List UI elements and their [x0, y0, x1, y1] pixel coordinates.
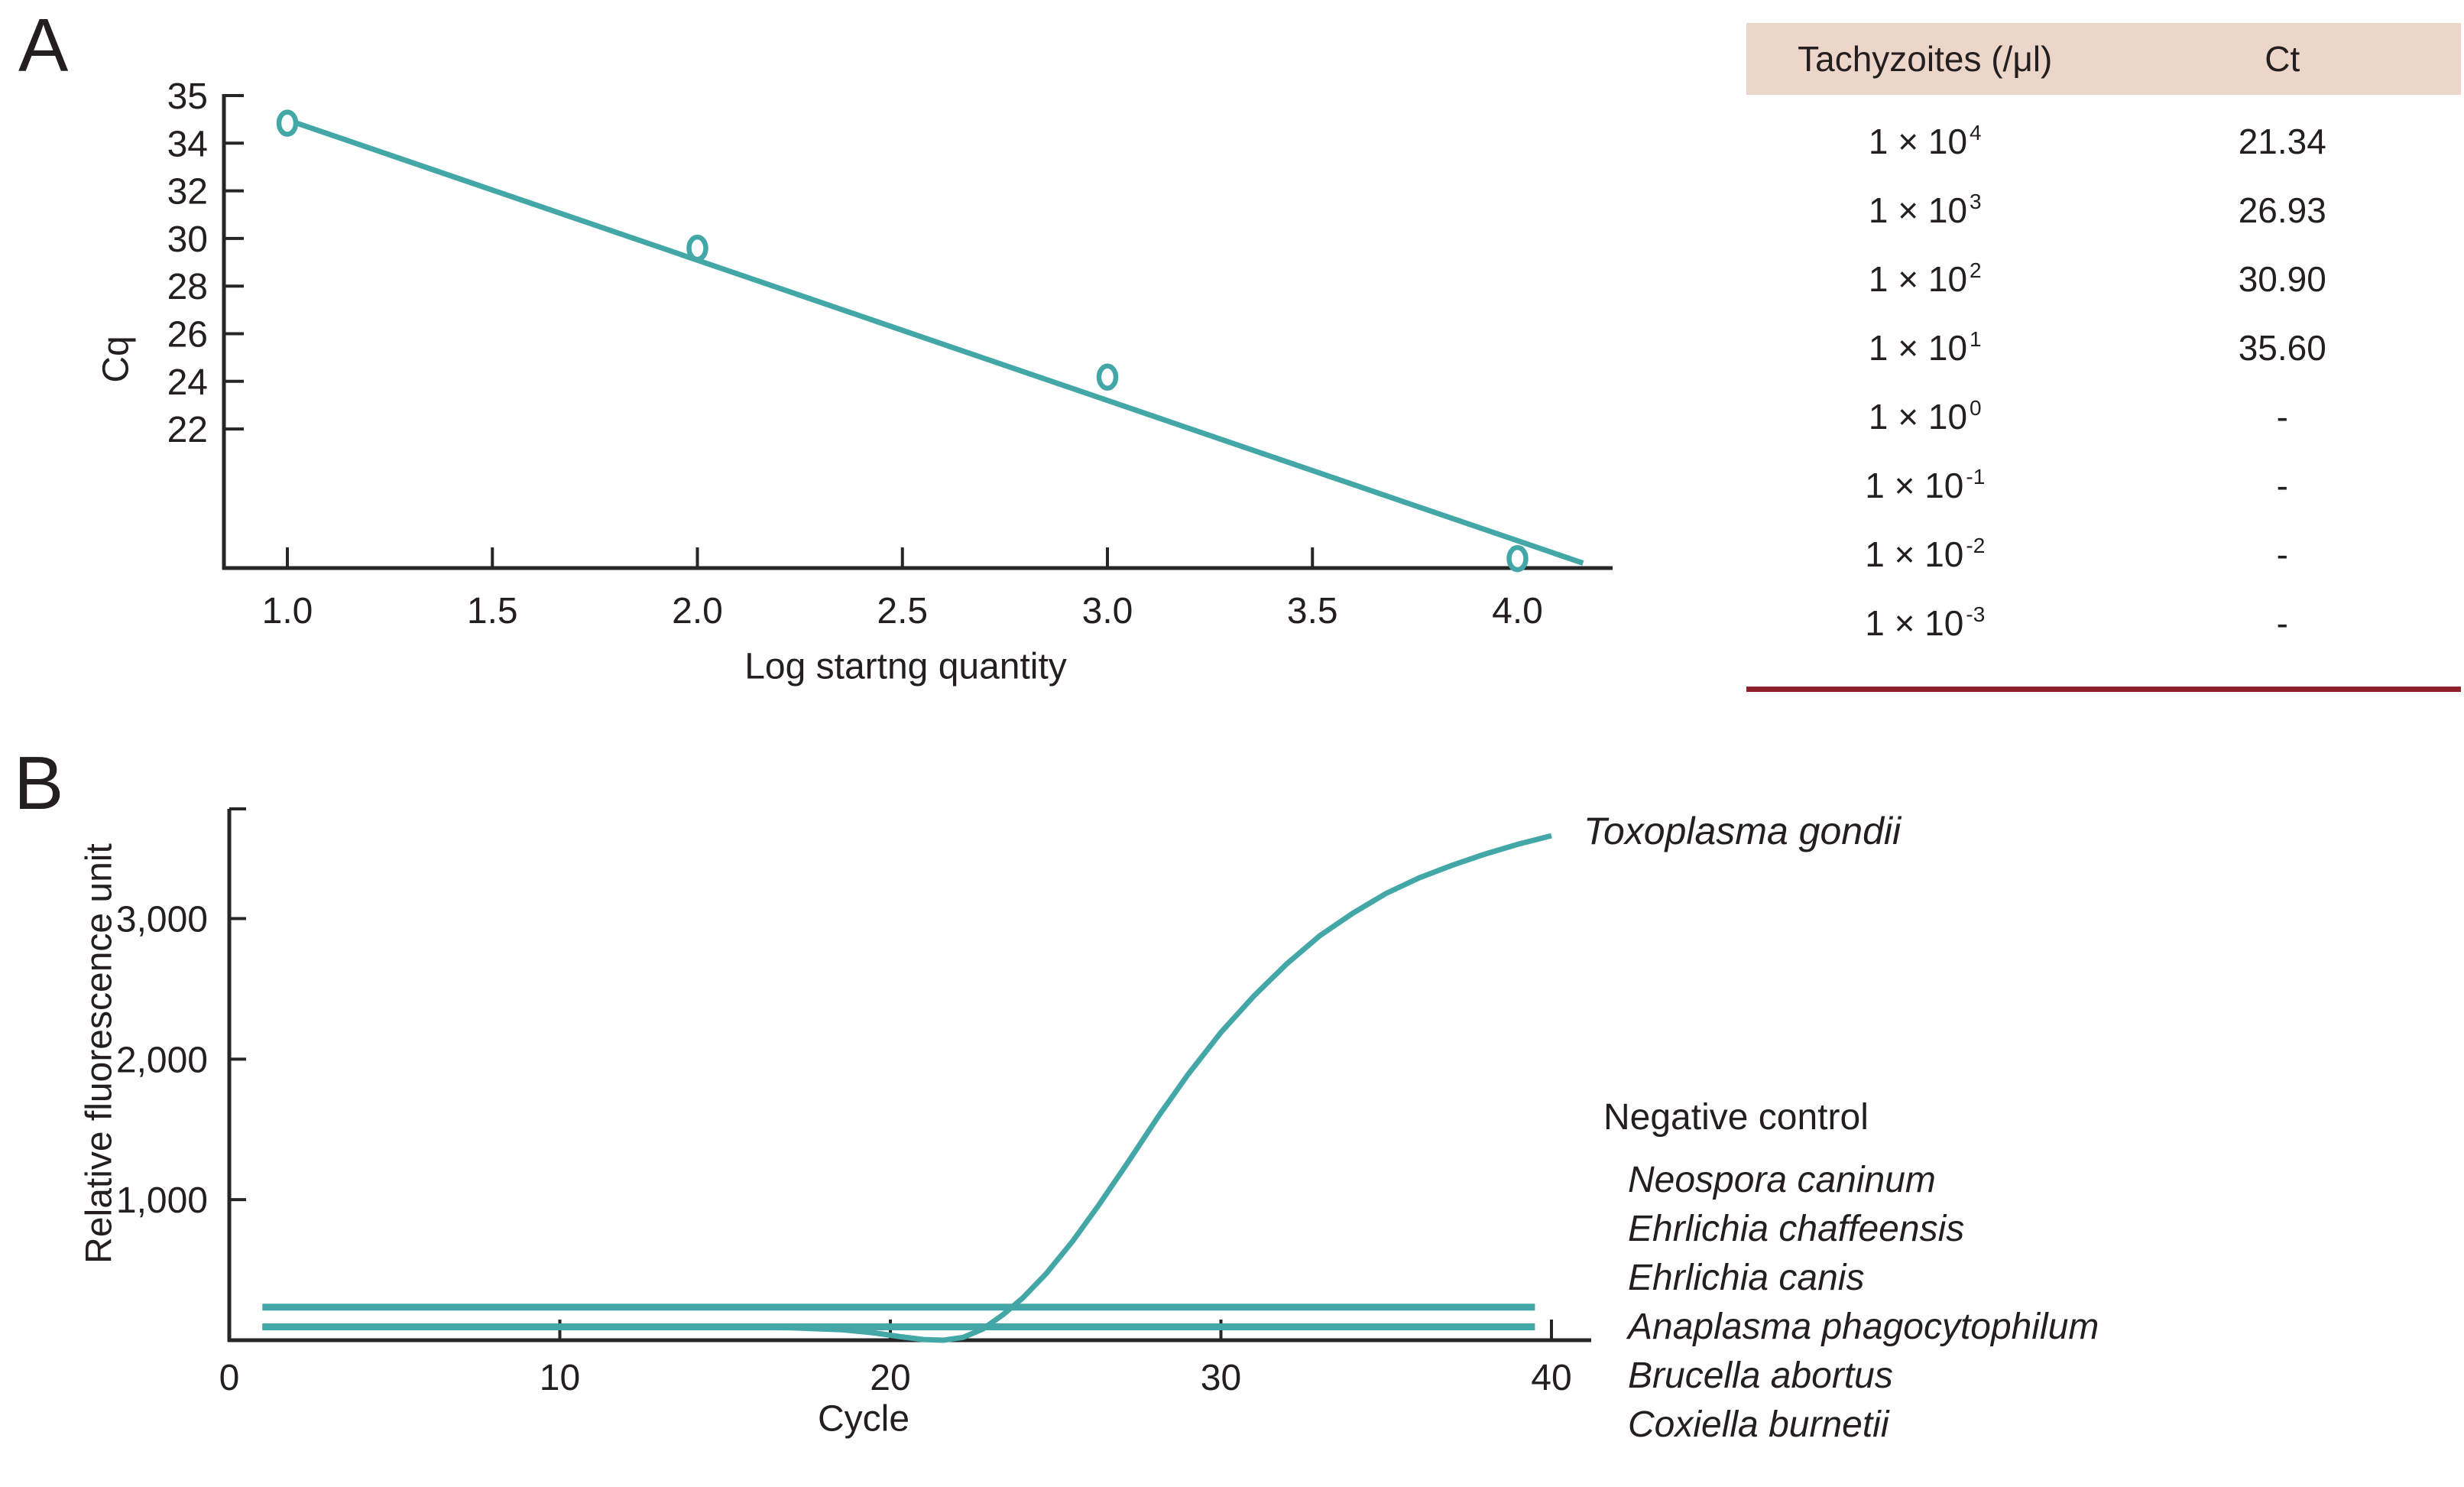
ct-table-row: 1 × 10 2 30.90 [1746, 245, 2461, 313]
panel-a-y-tick-label: 34 [167, 124, 208, 164]
panel-a-x-tick-label: 3.0 [1082, 591, 1133, 631]
tachyzoites-quantity-cell: 1 × 10 0 [1868, 396, 1982, 437]
panel-a-x-axis-title: Log startng quantity [744, 646, 1067, 687]
panel-b-letter: B [14, 741, 64, 825]
panel-b-x-axis-title: Cycle [817, 1398, 910, 1440]
quantity-exponent: 1 [1970, 327, 1982, 351]
quantity-exponent: -1 [1966, 465, 1986, 489]
panel-b-x-tick-label: 10 [540, 1358, 580, 1398]
panel-b-x-tick-label: 30 [1201, 1358, 1241, 1398]
ct-value-cell: 30.90 [2238, 259, 2326, 299]
negative-species-item: Ehrlichia chaffeensis [1628, 1209, 1965, 1249]
tachyzoites-quantity-cell: 1 × 10 3 [1868, 190, 1982, 230]
tachyzoites-quantity-cell: 1 × 10 -1 [1865, 465, 1986, 505]
tachyzoites-quantity-cell: 1 × 10 4 [1868, 121, 1982, 161]
tachyzoites-quantity-cell: 1 × 10 -2 [1865, 534, 1986, 574]
ct-value-cell: - [2276, 603, 2288, 643]
ct-value-cell: - [2276, 466, 2288, 505]
panel-a-x-tick-label: 3.5 [1287, 591, 1338, 631]
panel-a-x-tick-label: 4.0 [1492, 591, 1543, 631]
quantity-exponent: 4 [1970, 121, 1982, 144]
panel-a-letter: A [18, 3, 69, 87]
standard-curve-trend-line [286, 117, 1584, 566]
panel-a-x-tick-label: 2.0 [672, 591, 723, 631]
quantity-exponent: 2 [1970, 258, 1982, 282]
ct-table-row: 1 × 10 -1 - [1746, 451, 2461, 520]
panel-a-y-tick-label: 26 [167, 315, 208, 356]
negative-species-item: Neospora caninum [1628, 1160, 1936, 1200]
ct-table-row: 1 × 10 0 - [1746, 382, 2461, 451]
quantity-exponent: 3 [1970, 190, 1982, 213]
quantity-exponent: -3 [1966, 602, 1986, 626]
panel-b-y-tick-label: 1,000 [116, 1180, 208, 1221]
ct-table-row: 1 × 10 -2 - [1746, 520, 2461, 589]
panel-b-x-tick-label: 20 [870, 1358, 910, 1398]
tachyzoites-quantity-cell: 1 × 10 2 [1868, 258, 1982, 299]
ct-table-row: 1 × 10 -3 - [1746, 589, 2461, 657]
ct-table-row: 1 × 10 3 26.93 [1746, 176, 2461, 245]
panel-a-y-tick-label: 35 [167, 76, 208, 117]
ct-table-bottom-rule [1746, 687, 2461, 692]
ct-value-cell: 35.60 [2238, 328, 2326, 368]
ct-table-row: 1 × 10 4 21.34 [1746, 107, 2461, 176]
ct-table: Tachyzoites (/μl) Ct 1 × 10 4 21.34 1 × 10 3… [1746, 23, 2461, 700]
negative-species-item: Ehrlichia canis [1628, 1258, 1865, 1298]
quantity-exponent: 0 [1970, 396, 1982, 420]
panel-b-x-tick-label: 40 [1531, 1358, 1571, 1398]
negative-species-list: Neospora caninum Ehrlichia chaffeensis Ehr… [1628, 1156, 2099, 1450]
negative-species-item: Coxiella burnetii [1628, 1404, 1889, 1445]
panel-b-y-tick-label: 3,000 [116, 900, 208, 940]
ct-table-header-row: Tachyzoites (/μl) Ct [1746, 23, 2461, 95]
tachyzoites-quantity-cell: 1 × 10 -3 [1865, 602, 1986, 643]
ct-value-cell: 26.93 [2238, 190, 2326, 230]
ct-value-cell: - [2276, 534, 2288, 574]
ct-table-body: 1 × 10 4 21.34 1 × 10 3 26.93 1 × 10 2 30.90 1 × … [1746, 95, 2461, 657]
panel-b-y-axis-title: Relative fluorescence unit [79, 843, 120, 1264]
panel-a-y-tick-label: 24 [167, 362, 208, 403]
negative-species-item: Anaplasma phagocytophilum [1628, 1307, 2099, 1347]
panel-b-x-tick-label: 0 [219, 1358, 240, 1398]
panel-a-x-tick-label: 1.5 [467, 591, 518, 631]
ct-table-header-ct: Ct [2265, 39, 2300, 79]
toxoplasma-amplification-curve [262, 833, 1552, 1343]
ct-value-cell: - [2276, 397, 2288, 437]
panel-a-x-tick-label: 2.5 [877, 591, 928, 631]
ct-value-cell: 21.34 [2238, 122, 2326, 161]
negative-species-item: Brucella abortus [1628, 1356, 1893, 1396]
standard-curve-point [1506, 544, 1529, 573]
panel-a-y-tick-label: 22 [167, 410, 208, 450]
panel-a-y-axis-title: Cq [96, 336, 137, 383]
panel-a-x-tick-label: 1.0 [262, 591, 313, 631]
negative-control-label: Negative control [1603, 1097, 1869, 1138]
panel-a-y-tick-label: 28 [167, 267, 208, 307]
panel-b-y-tick-label: 2,000 [116, 1040, 208, 1080]
panel-a-y-tick-label: 30 [167, 219, 208, 260]
ct-table-header-tachyzoites: Tachyzoites (/μl) [1798, 39, 2053, 79]
standard-curve-point [1096, 363, 1119, 391]
panel-a-y-tick-label: 32 [167, 172, 208, 213]
standard-curve-point [276, 109, 299, 137]
quantity-exponent: -2 [1966, 534, 1986, 557]
ct-table-row: 1 × 10 1 35.60 [1746, 313, 2461, 382]
standard-curve-point [686, 234, 708, 262]
toxoplasma-gondii-curve-label: Toxoplasma gondii [1584, 810, 1901, 852]
tachyzoites-quantity-cell: 1 × 10 1 [1868, 327, 1982, 368]
